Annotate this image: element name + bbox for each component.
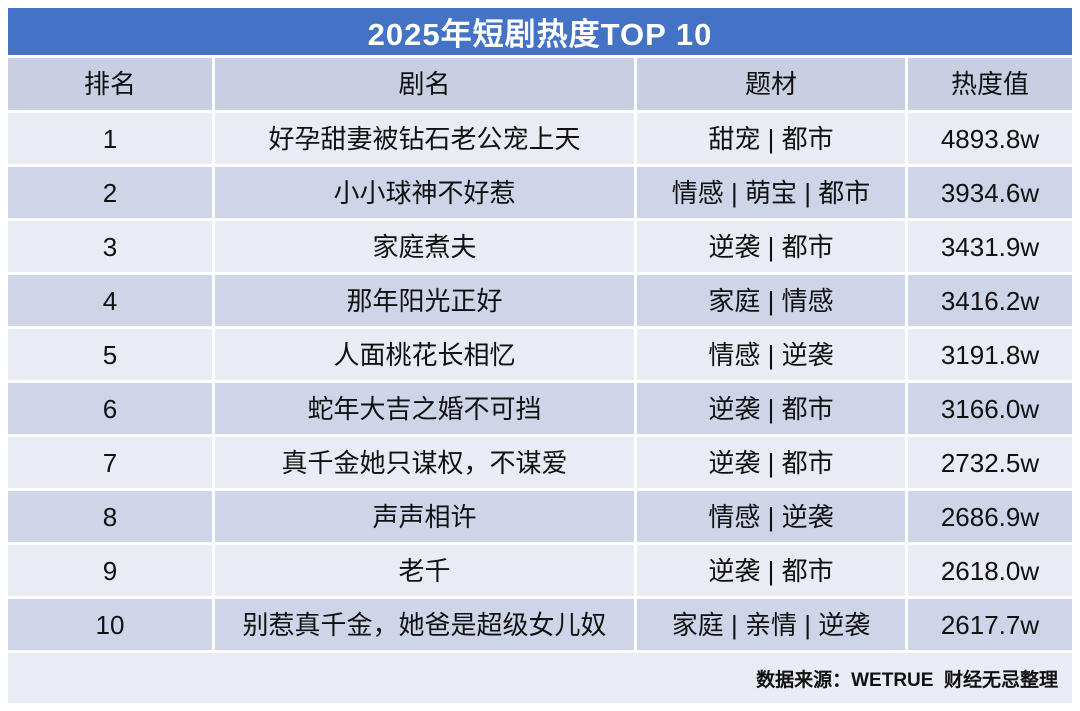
heat-cell: 3416.2w [908, 275, 1072, 326]
genre-cell: 逆袭 | 都市 [637, 383, 905, 434]
genre-cell: 情感 | 逆袭 [637, 491, 905, 542]
heat-ranking-table: 排名 剧名 题材 热度值 1 好孕甜妻被钻石老公宠上天 甜宠 | 都市 4893… [8, 58, 1072, 703]
name-cell: 人面桃花长相忆 [215, 329, 634, 380]
rank-cell: 10 [8, 599, 212, 650]
name-cell: 好孕甜妻被钻石老公宠上天 [215, 113, 634, 164]
rank-cell: 3 [8, 221, 212, 272]
heat-cell: 3166.0w [908, 383, 1072, 434]
heat-cell: 3191.8w [908, 329, 1072, 380]
rank-cell: 8 [8, 491, 212, 542]
rank-cell: 2 [8, 167, 212, 218]
column-header-heat: 热度值 [908, 58, 1072, 110]
rank-cell: 1 [8, 113, 212, 164]
genre-cell: 逆袭 | 都市 [637, 545, 905, 596]
genre-cell: 情感 | 萌宝 | 都市 [637, 167, 905, 218]
name-cell: 老千 [215, 545, 634, 596]
rank-cell: 6 [8, 383, 212, 434]
rank-cell: 5 [8, 329, 212, 380]
data-source-note: 数据来源：WETRUE 财经无忌整理 [8, 653, 1072, 703]
name-cell: 家庭煮夫 [215, 221, 634, 272]
column-header-genre: 题材 [637, 58, 905, 110]
heat-cell: 4893.8w [908, 113, 1072, 164]
heat-cell: 3431.9w [908, 221, 1072, 272]
genre-cell: 家庭 | 亲情 | 逆袭 [637, 599, 905, 650]
column-header-rank: 排名 [8, 58, 212, 110]
genre-cell: 家庭 | 情感 [637, 275, 905, 326]
name-cell: 别惹真千金，她爸是超级女儿奴 [215, 599, 634, 650]
column-header-name: 剧名 [215, 58, 634, 110]
genre-cell: 逆袭 | 都市 [637, 437, 905, 488]
name-cell: 蛇年大吉之婚不可挡 [215, 383, 634, 434]
genre-cell: 逆袭 | 都市 [637, 221, 905, 272]
heat-cell: 2618.0w [908, 545, 1072, 596]
genre-cell: 甜宠 | 都市 [637, 113, 905, 164]
rank-cell: 4 [8, 275, 212, 326]
heat-cell: 2686.9w [908, 491, 1072, 542]
heat-cell: 2617.7w [908, 599, 1072, 650]
heat-cell: 2732.5w [908, 437, 1072, 488]
rank-cell: 7 [8, 437, 212, 488]
name-cell: 那年阳光正好 [215, 275, 634, 326]
name-cell: 小小球神不好惹 [215, 167, 634, 218]
name-cell: 声声相许 [215, 491, 634, 542]
genre-cell: 情感 | 逆袭 [637, 329, 905, 380]
page-title: 2025年短剧热度TOP 10 [8, 8, 1072, 55]
rank-cell: 9 [8, 545, 212, 596]
name-cell: 真千金她只谋权，不谋爱 [215, 437, 634, 488]
heat-cell: 3934.6w [908, 167, 1072, 218]
